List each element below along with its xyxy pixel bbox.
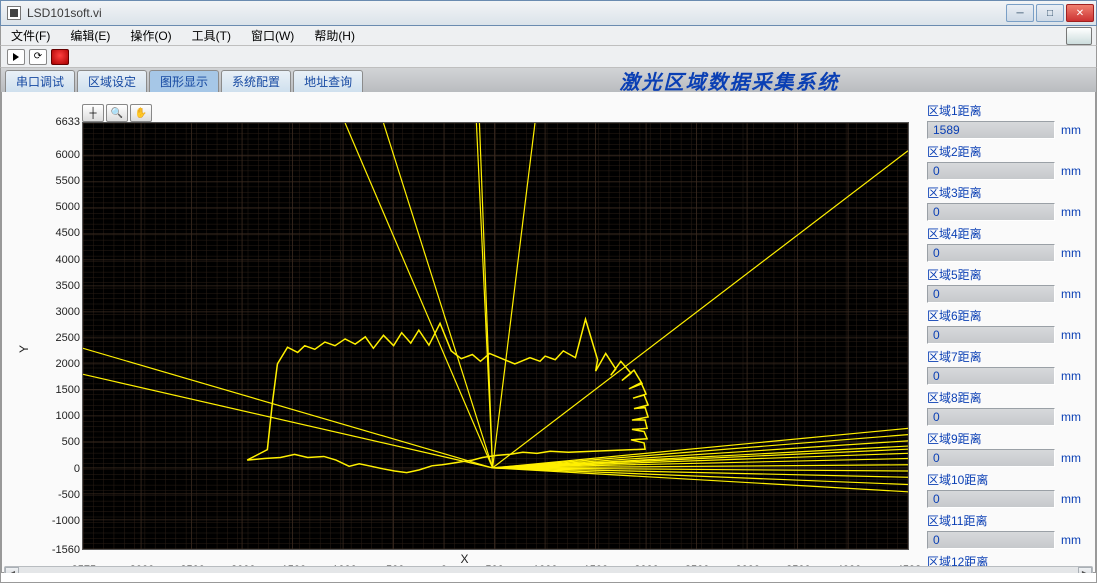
unit-label: mm: [1061, 492, 1087, 506]
zoom-tool-button[interactable]: 🔍: [106, 104, 128, 122]
y-tick: 0: [74, 463, 80, 475]
tabs-strip: 串口调试区域设定图形显示系统配置地址查询 激光区域数据采集系统: [1, 68, 1096, 92]
unit-label: mm: [1061, 205, 1087, 219]
y-tick: 5000: [56, 201, 80, 213]
x-axis-label: X: [461, 552, 469, 566]
region-label: 区域7距离: [927, 348, 1087, 365]
region-value-display: 0: [927, 367, 1055, 385]
region-field-10: 区域10距离 0 mm: [927, 471, 1087, 508]
region-label: 区域4距离: [927, 225, 1087, 242]
run-continuous-button[interactable]: ⟳: [29, 49, 47, 65]
unit-label: mm: [1061, 451, 1087, 465]
y-tick: 4500: [56, 227, 80, 239]
tab-t2[interactable]: 图形显示: [149, 70, 219, 92]
y-tick: 5500: [56, 175, 80, 187]
region-value-display: 0: [927, 162, 1055, 180]
xy-graph[interactable]: [82, 122, 909, 550]
menu-operate[interactable]: 操作(O): [120, 26, 181, 45]
region-value-display: 0: [927, 449, 1055, 467]
y-tick: 6000: [56, 149, 80, 161]
banner-title: 激光区域数据采集系统: [363, 66, 1096, 95]
unit-label: mm: [1061, 533, 1087, 547]
region-value-display: 0: [927, 326, 1055, 344]
y-tick: 1500: [56, 384, 80, 396]
y-tick: 2000: [56, 358, 80, 370]
region-value-display: 0: [927, 285, 1055, 303]
unit-label: mm: [1061, 164, 1087, 178]
region-label: 区域11距离: [927, 512, 1087, 529]
unit-label: mm: [1061, 369, 1087, 383]
pan-tool-button[interactable]: ✋: [130, 104, 152, 122]
y-tick: 1000: [56, 410, 80, 422]
region-label: 区域3距离: [927, 184, 1087, 201]
run-button[interactable]: [7, 49, 25, 65]
unit-label: mm: [1061, 328, 1087, 342]
region-field-3: 区域3距离 0 mm: [927, 184, 1087, 221]
region-label: 区域1距离: [927, 102, 1087, 119]
region-label: 区域2距离: [927, 143, 1087, 160]
region-field-4: 区域4距离 0 mm: [927, 225, 1087, 262]
minimize-button[interactable]: ─: [1006, 4, 1034, 22]
window-title: LSD101soft.vi: [27, 6, 102, 20]
window-border-bottom: [0, 573, 1097, 583]
region-field-9: 区域9距离 0 mm: [927, 430, 1087, 467]
app-icon: [7, 6, 21, 20]
menu-edit[interactable]: 编辑(E): [60, 26, 120, 45]
vi-connector-icon[interactable]: [1066, 27, 1092, 45]
window-titlebar: LSD101soft.vi ─ □ ✕: [0, 0, 1097, 26]
menu-file[interactable]: 文件(F): [1, 26, 60, 45]
close-button[interactable]: ✕: [1066, 4, 1094, 22]
region-field-1: 区域1距离 1589 mm: [927, 102, 1087, 139]
tab-t1[interactable]: 区域设定: [77, 70, 147, 92]
unit-label: mm: [1061, 246, 1087, 260]
y-tick: -500: [58, 489, 80, 501]
stop-button[interactable]: [51, 49, 69, 65]
plot-panel: Y ┼ 🔍 ✋ -1560 -1000 -500 0 500 1000 1500 2000 25…: [2, 92, 919, 572]
y-ticks: -1560-1000-50005001000150020002500300035…: [44, 122, 82, 550]
unit-label: mm: [1061, 123, 1087, 137]
unit-label: mm: [1061, 410, 1087, 424]
region-field-11: 区域11距离 0 mm: [927, 512, 1087, 549]
y-tick: 3000: [56, 306, 80, 318]
region-label: 区域6距离: [927, 307, 1087, 324]
maximize-button[interactable]: □: [1036, 4, 1064, 22]
y-axis-label: Y: [17, 345, 31, 353]
side-panel: 区域1距离1589mm区域2距离0mm区域3距离0mm区域4距离0mm区域5距离…: [919, 92, 1095, 572]
y-tick: 3500: [56, 280, 80, 292]
region-field-7: 区域7距离 0 mm: [927, 348, 1087, 385]
content-area: Y ┼ 🔍 ✋ -1560 -1000 -500 0 500 1000 1500 2000 25…: [1, 92, 1096, 573]
y-tick: 4000: [56, 254, 80, 266]
region-value-display: 0: [927, 531, 1055, 549]
region-label: 区域5距离: [927, 266, 1087, 283]
y-tick: 500: [62, 436, 80, 448]
region-label: 区域10距离: [927, 471, 1087, 488]
region-label: 区域8距离: [927, 389, 1087, 406]
menu-bar: 文件(F) 编辑(E) 操作(O) 工具(T) 窗口(W) 帮助(H): [0, 26, 1097, 46]
tab-t3[interactable]: 系统配置: [221, 70, 291, 92]
region-field-6: 区域6距离 0 mm: [927, 307, 1087, 344]
crosshair-tool-button[interactable]: ┼: [82, 104, 104, 122]
region-value-display: 0: [927, 490, 1055, 508]
region-value-display: 0: [927, 244, 1055, 262]
region-field-2: 区域2距离 0 mm: [927, 143, 1087, 180]
menu-tool[interactable]: 工具(T): [182, 26, 241, 45]
y-tick: -1560: [52, 544, 80, 556]
menu-window[interactable]: 窗口(W): [241, 26, 304, 45]
region-label: 区域9距离: [927, 430, 1087, 447]
unit-label: mm: [1061, 287, 1087, 301]
y-tick: 6633: [56, 116, 80, 128]
region-field-5: 区域5距离 0 mm: [927, 266, 1087, 303]
region-value-display: 1589: [927, 121, 1055, 139]
region-value-display: 0: [927, 203, 1055, 221]
tab-t4[interactable]: 地址查询: [293, 70, 363, 92]
menu-help[interactable]: 帮助(H): [304, 26, 365, 45]
tab-t0[interactable]: 串口调试: [5, 70, 75, 92]
y-tick: -1000: [52, 515, 80, 527]
region-value-display: 0: [927, 408, 1055, 426]
graph-palette: ┼ 🔍 ✋: [82, 104, 152, 122]
region-field-8: 区域8距离 0 mm: [927, 389, 1087, 426]
y-tick: 2500: [56, 332, 80, 344]
